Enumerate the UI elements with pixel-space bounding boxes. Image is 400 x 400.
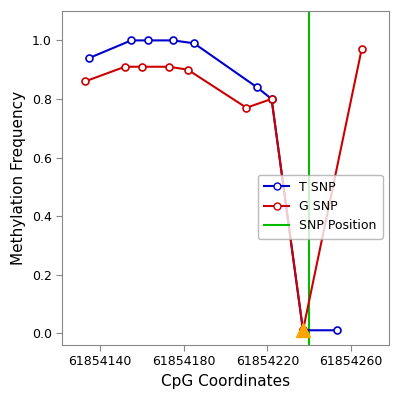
Legend: T SNP, G SNP, SNP Position: T SNP, G SNP, SNP Position xyxy=(258,174,383,238)
X-axis label: CpG Coordinates: CpG Coordinates xyxy=(161,374,290,389)
Y-axis label: Methylation Frequency: Methylation Frequency xyxy=(11,91,26,265)
